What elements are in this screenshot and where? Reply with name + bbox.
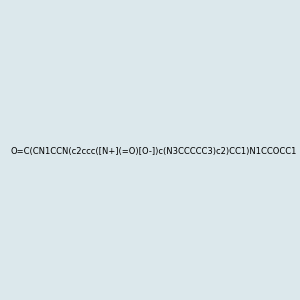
Text: O=C(CN1CCN(c2ccc([N+](=O)[O-])c(N3CCCCC3)c2)CC1)N1CCOCC1: O=C(CN1CCN(c2ccc([N+](=O)[O-])c(N3CCCCC3… <box>11 147 297 156</box>
